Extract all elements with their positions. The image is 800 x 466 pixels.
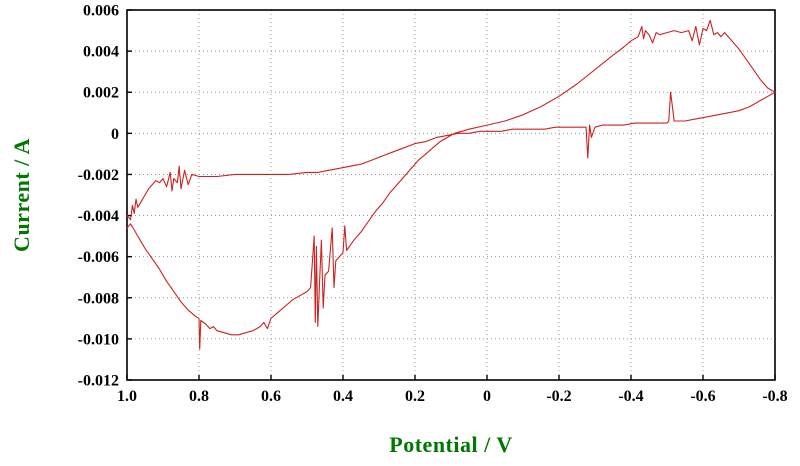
- x-tick-label: 0.2: [405, 388, 425, 405]
- y-tick-label: -0.002: [78, 167, 119, 184]
- x-tick-label: 0.6: [261, 388, 281, 405]
- y-tick-label: -0.004: [78, 208, 119, 225]
- y-axis-title: Current / A: [9, 138, 34, 252]
- cv-curve: [126, 19, 776, 350]
- y-tick-label: 0.002: [83, 85, 119, 102]
- x-tick-label: 0.8: [189, 388, 209, 405]
- x-tick-label: 0.4: [333, 388, 353, 405]
- x-tick-label: -0.4: [618, 388, 643, 405]
- tick-marks: [126, 9, 776, 381]
- y-tick-label: -0.010: [78, 331, 119, 348]
- y-tick-label: -0.006: [78, 249, 119, 266]
- x-tick-label: -0.8: [762, 388, 787, 405]
- y-tick-label: -0.012: [78, 373, 119, 390]
- gridlines: [126, 9, 776, 381]
- y-tick-labels: 0.006 0.004 0.002 0 -0.002 -0.004 -0.006 -0.008…: [78, 3, 119, 390]
- x-tick-label: 0: [483, 388, 491, 405]
- x-tick-label: -0.6: [690, 388, 715, 405]
- plot-border: [126, 9, 776, 381]
- y-tick-label: 0.006: [83, 3, 119, 20]
- x-tick-label: 1.0: [117, 388, 137, 405]
- y-tick-label: 0: [111, 126, 119, 143]
- x-tick-label: -0.2: [546, 388, 571, 405]
- y-tick-label: -0.008: [78, 290, 119, 307]
- y-tick-label: 0.004: [83, 44, 119, 61]
- x-axis-title: Potential / V: [389, 432, 513, 457]
- x-tick-labels: 1.0 0.8 0.6 0.4 0.2 0 -0.2 -0.4 -0.6 -0.8: [117, 388, 788, 405]
